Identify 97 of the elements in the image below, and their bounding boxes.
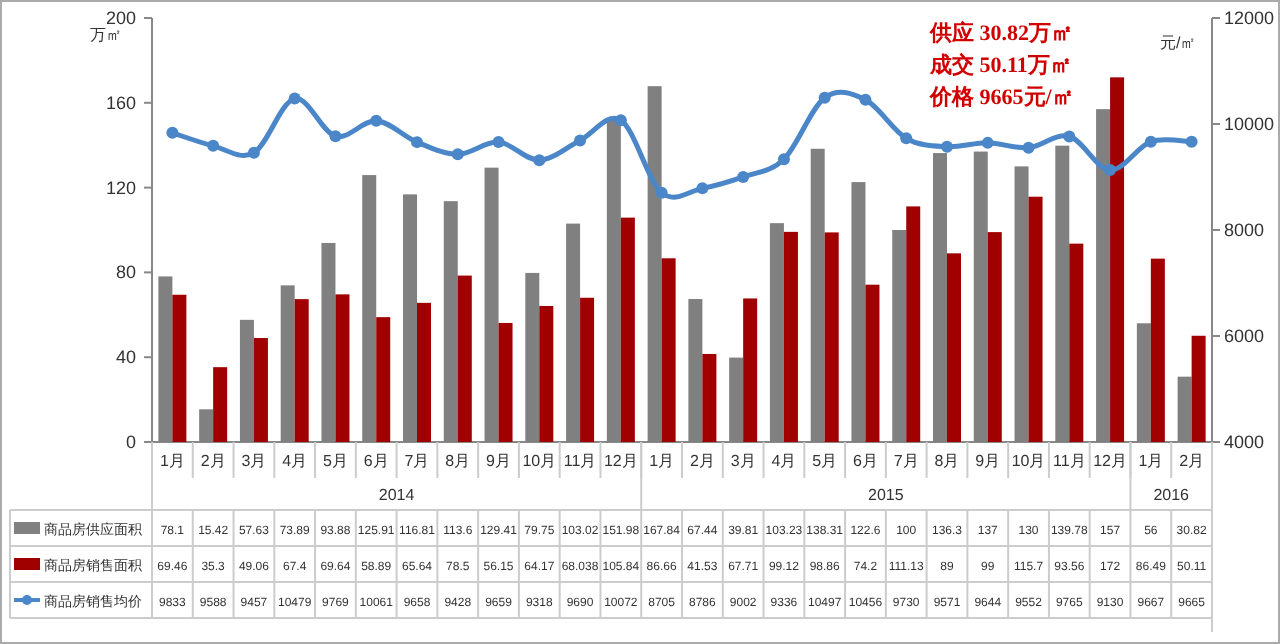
- y-tick-label: 200: [105, 8, 136, 28]
- bar: [743, 298, 758, 442]
- bar: [539, 305, 554, 442]
- x-tick-label: 9月: [975, 452, 1001, 470]
- point: [1022, 141, 1035, 154]
- x-tick-label: 12月: [603, 452, 638, 470]
- point: [1063, 130, 1076, 143]
- x-tick-label: 6月: [363, 452, 389, 470]
- text: 2016: [1153, 486, 1191, 504]
- point: [859, 93, 872, 106]
- y-tick-label: 80: [115, 262, 136, 283]
- point: [207, 139, 220, 152]
- y-tick-label: 120: [105, 177, 136, 198]
- x-tick-label: 2月: [689, 452, 715, 470]
- y2-axis-title: 元/㎡: [1160, 34, 1197, 52]
- x-tick-label: 1月: [1138, 452, 1164, 470]
- bar: [1028, 196, 1043, 442]
- bar: [294, 299, 309, 442]
- point: [777, 153, 790, 166]
- bar: [253, 337, 268, 442]
- point: [737, 170, 750, 183]
- point: [411, 136, 423, 149]
- point: [1185, 135, 1198, 148]
- bar: [335, 294, 350, 442]
- bar: [865, 284, 880, 442]
- bar: [580, 297, 595, 442]
- y2-tick-label: 6000: [1224, 326, 1265, 346]
- bar: [702, 353, 717, 442]
- bar: [213, 367, 228, 442]
- bar: [172, 294, 187, 442]
- x-tick-label: 3月: [730, 452, 756, 470]
- bar: [1069, 243, 1084, 442]
- x-tick-label: 10月: [522, 452, 557, 470]
- x-tick-label: 2月: [1179, 452, 1205, 470]
- annotation: 价格 9665元/㎡: [928, 84, 1074, 110]
- point: [574, 134, 587, 147]
- point: [370, 114, 383, 127]
- point: [981, 136, 994, 149]
- x-tick-label: 1月: [159, 452, 185, 470]
- point: [655, 186, 668, 199]
- x-tick-label: 11月: [563, 452, 597, 470]
- x-tick-label: 7月: [893, 452, 919, 470]
- y2-tick-label: 10000: [1224, 114, 1275, 134]
- point: [941, 140, 953, 153]
- x-tick-label: 2月: [200, 452, 226, 470]
- y-tick-label: 160: [105, 92, 136, 113]
- x-tick-label: 3月: [241, 452, 267, 470]
- x-tick-label: 9月: [486, 452, 511, 470]
- point: [900, 132, 913, 145]
- x-tick-label: 8月: [934, 452, 960, 470]
- x-tick-label: 7月: [404, 452, 430, 470]
- y2-tick-label: 12000: [1224, 8, 1275, 28]
- bar: [783, 231, 798, 442]
- bar: [906, 206, 921, 442]
- x-tick-label: 11月: [1053, 452, 1086, 470]
- point: [247, 146, 260, 159]
- annotation: 成交 50.11万㎡: [928, 52, 1072, 78]
- point: [1144, 135, 1157, 148]
- x-tick-label: 4月: [282, 452, 308, 470]
- text: 2015: [868, 486, 905, 504]
- bar: [824, 232, 839, 442]
- bar: [376, 317, 391, 442]
- point: [818, 91, 831, 104]
- point: [1104, 164, 1117, 177]
- point: [696, 182, 709, 195]
- x-tick-label: 6月: [853, 452, 878, 470]
- point: [533, 154, 546, 167]
- bar: [1150, 258, 1165, 442]
- bar: [498, 322, 513, 442]
- x-tick-label: 1月: [649, 452, 675, 470]
- bar: [1110, 77, 1125, 442]
- x-tick-label: 10月: [1011, 452, 1046, 470]
- point: [329, 130, 342, 143]
- y-tick-label: 40: [115, 347, 136, 368]
- y-tick-label: 0: [125, 432, 136, 452]
- bar: [620, 217, 635, 442]
- bar: [1191, 335, 1206, 442]
- point: [166, 126, 179, 139]
- x-tick-label: 12月: [1093, 452, 1127, 470]
- y-axis-title: 万㎡: [90, 26, 122, 44]
- x-tick-label: 8月: [445, 452, 471, 470]
- y2-tick-label: 4000: [1224, 432, 1265, 452]
- bar: [417, 302, 431, 442]
- annotation: 供应 30.82万㎡: [928, 20, 1073, 46]
- bar: [457, 275, 472, 442]
- x-tick-label: 5月: [323, 452, 348, 470]
- point: [614, 114, 627, 127]
- point: [492, 136, 505, 149]
- point: [288, 92, 301, 105]
- bar: [947, 253, 961, 442]
- text: 2014: [378, 486, 416, 504]
- bar: [661, 258, 676, 442]
- y2-tick-label: 8000: [1224, 220, 1265, 240]
- x-tick-label: 4月: [771, 452, 797, 470]
- x-tick-label: 5月: [812, 452, 838, 470]
- bar: [987, 232, 1002, 442]
- point: [451, 148, 464, 161]
